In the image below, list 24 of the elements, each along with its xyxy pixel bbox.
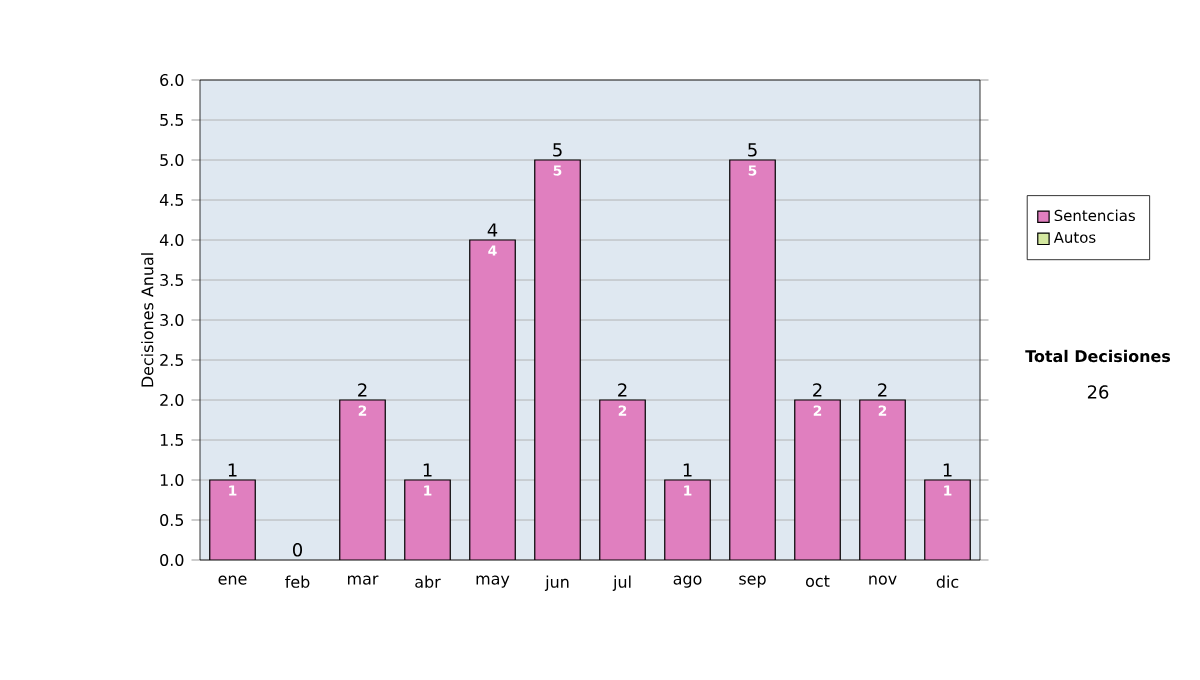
total-label: 2 xyxy=(878,383,887,397)
bar xyxy=(534,159,581,560)
total-label: 5 xyxy=(748,143,757,157)
bar xyxy=(469,239,516,560)
total-label: 1 xyxy=(943,463,952,477)
bar xyxy=(729,159,776,560)
total-label: 4 xyxy=(487,223,498,237)
bar xyxy=(599,399,646,560)
bar xyxy=(209,480,256,560)
total-label: 1 xyxy=(683,463,692,477)
text: 26 xyxy=(1087,385,1109,399)
total-label: 1 xyxy=(228,463,237,477)
total-label: 5 xyxy=(553,143,562,157)
bar xyxy=(924,479,971,560)
total-label: 0 xyxy=(292,543,303,557)
bar xyxy=(404,479,451,560)
total-label: 2 xyxy=(618,383,627,397)
bar xyxy=(859,399,906,560)
total-label: 1 xyxy=(423,463,432,477)
bar xyxy=(339,399,386,560)
total-label: 2 xyxy=(813,383,822,397)
bar xyxy=(794,399,841,560)
bar xyxy=(664,479,711,560)
total-label: 2 xyxy=(358,383,367,397)
